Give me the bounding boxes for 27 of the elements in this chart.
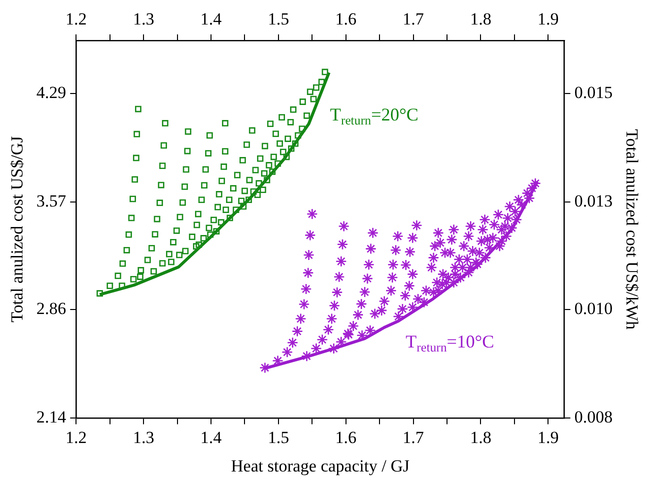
x2-tick-label: 1.9 [538,10,559,29]
x-tick-label: 1.9 [538,428,559,447]
y-tick-label: 3.57 [36,192,67,211]
x-tick-label: 1.2 [66,428,87,447]
x-tick-label: 1.7 [402,428,424,447]
x-tick-label: 1.5 [268,428,290,447]
y-tick-label: 2.14 [36,408,67,427]
x-tick-label: 1.8 [470,428,492,447]
x-tick-label: 1.6 [335,428,356,447]
x-axis-title: Heat storage capacity / GJ [231,456,410,476]
y2-tick-label: 0.013 [574,192,613,211]
x2-tick-label: 1.6 [335,10,356,29]
x-tick-label: 1.3 [132,428,154,447]
x2-tick-label: 1.4 [200,10,222,29]
y-tick-label: 2.86 [36,298,66,318]
x2-tick-label: 1.2 [66,10,87,29]
y-axis-title: Total anulized cost US$/GJ [8,136,27,322]
x-tick-label: 1.4 [200,428,222,447]
x2-tick-label: 1.8 [470,10,492,29]
x2-tick-label: 1.3 [132,10,154,29]
y-tick-label: 4.29 [36,82,66,102]
x2-tick-label: 1.5 [268,10,290,29]
y2-tick-label: 0.015 [574,82,613,102]
y2-tick-label: 0.010 [574,298,613,318]
x2-tick-label: 1.7 [402,10,424,29]
y2-axis-title: Total anulized cost US$/kWh [622,129,642,330]
y2-tick-label: 0.008 [574,408,613,427]
